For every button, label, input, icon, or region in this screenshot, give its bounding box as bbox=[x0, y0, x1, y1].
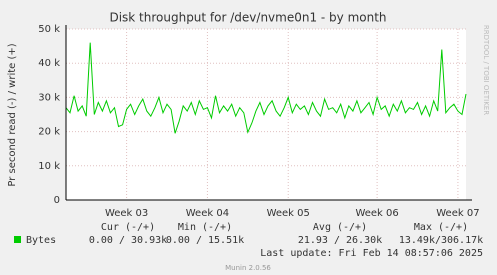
x-tick-label: Week 03 bbox=[105, 208, 148, 219]
legend-header: Avg (-/+) bbox=[313, 222, 367, 233]
legend-header: Cur (-/+) bbox=[101, 222, 155, 233]
plot-area bbox=[66, 29, 466, 200]
chart-title: Disk throughput for /dev/nvme0n1 - by mo… bbox=[109, 11, 386, 25]
legend-value: 13.49k/306.17k bbox=[399, 235, 483, 246]
last-update: Last update: Fri Feb 14 08:57:06 2025 bbox=[260, 248, 483, 259]
footer: Munin 2.0.56 bbox=[225, 264, 271, 272]
legend-label: Bytes bbox=[26, 235, 56, 246]
legend-value: 0.00 / 30.93k bbox=[89, 235, 167, 246]
y-axis-label: Pr second read (-) / write (+) bbox=[7, 43, 18, 186]
legend-value: 0.00 / 15.51k bbox=[166, 235, 244, 246]
y-tick-label: 0 bbox=[54, 195, 60, 206]
x-tick-label: Week 05 bbox=[267, 208, 310, 219]
y-tick-label: 10 k bbox=[38, 161, 60, 172]
legend-value: 21.93 / 26.30k bbox=[298, 235, 382, 246]
y-tick-label: 40 k bbox=[38, 58, 60, 69]
y-tick-label: 20 k bbox=[38, 127, 60, 138]
x-tick-label: Week 04 bbox=[186, 208, 229, 219]
legend-header: Max (-/+) bbox=[414, 222, 468, 233]
line-series bbox=[65, 42, 467, 134]
legend-swatch bbox=[14, 236, 21, 243]
x-tick-label: Week 07 bbox=[436, 208, 479, 219]
y-tick-label: 50 k bbox=[38, 24, 60, 35]
y-tick-label: 30 k bbox=[38, 92, 60, 103]
x-tick-label: Week 06 bbox=[355, 208, 398, 219]
legend-header: Min (-/+) bbox=[178, 222, 232, 233]
side-label: RRDTOOL / TOBI OETIKER bbox=[482, 25, 490, 115]
